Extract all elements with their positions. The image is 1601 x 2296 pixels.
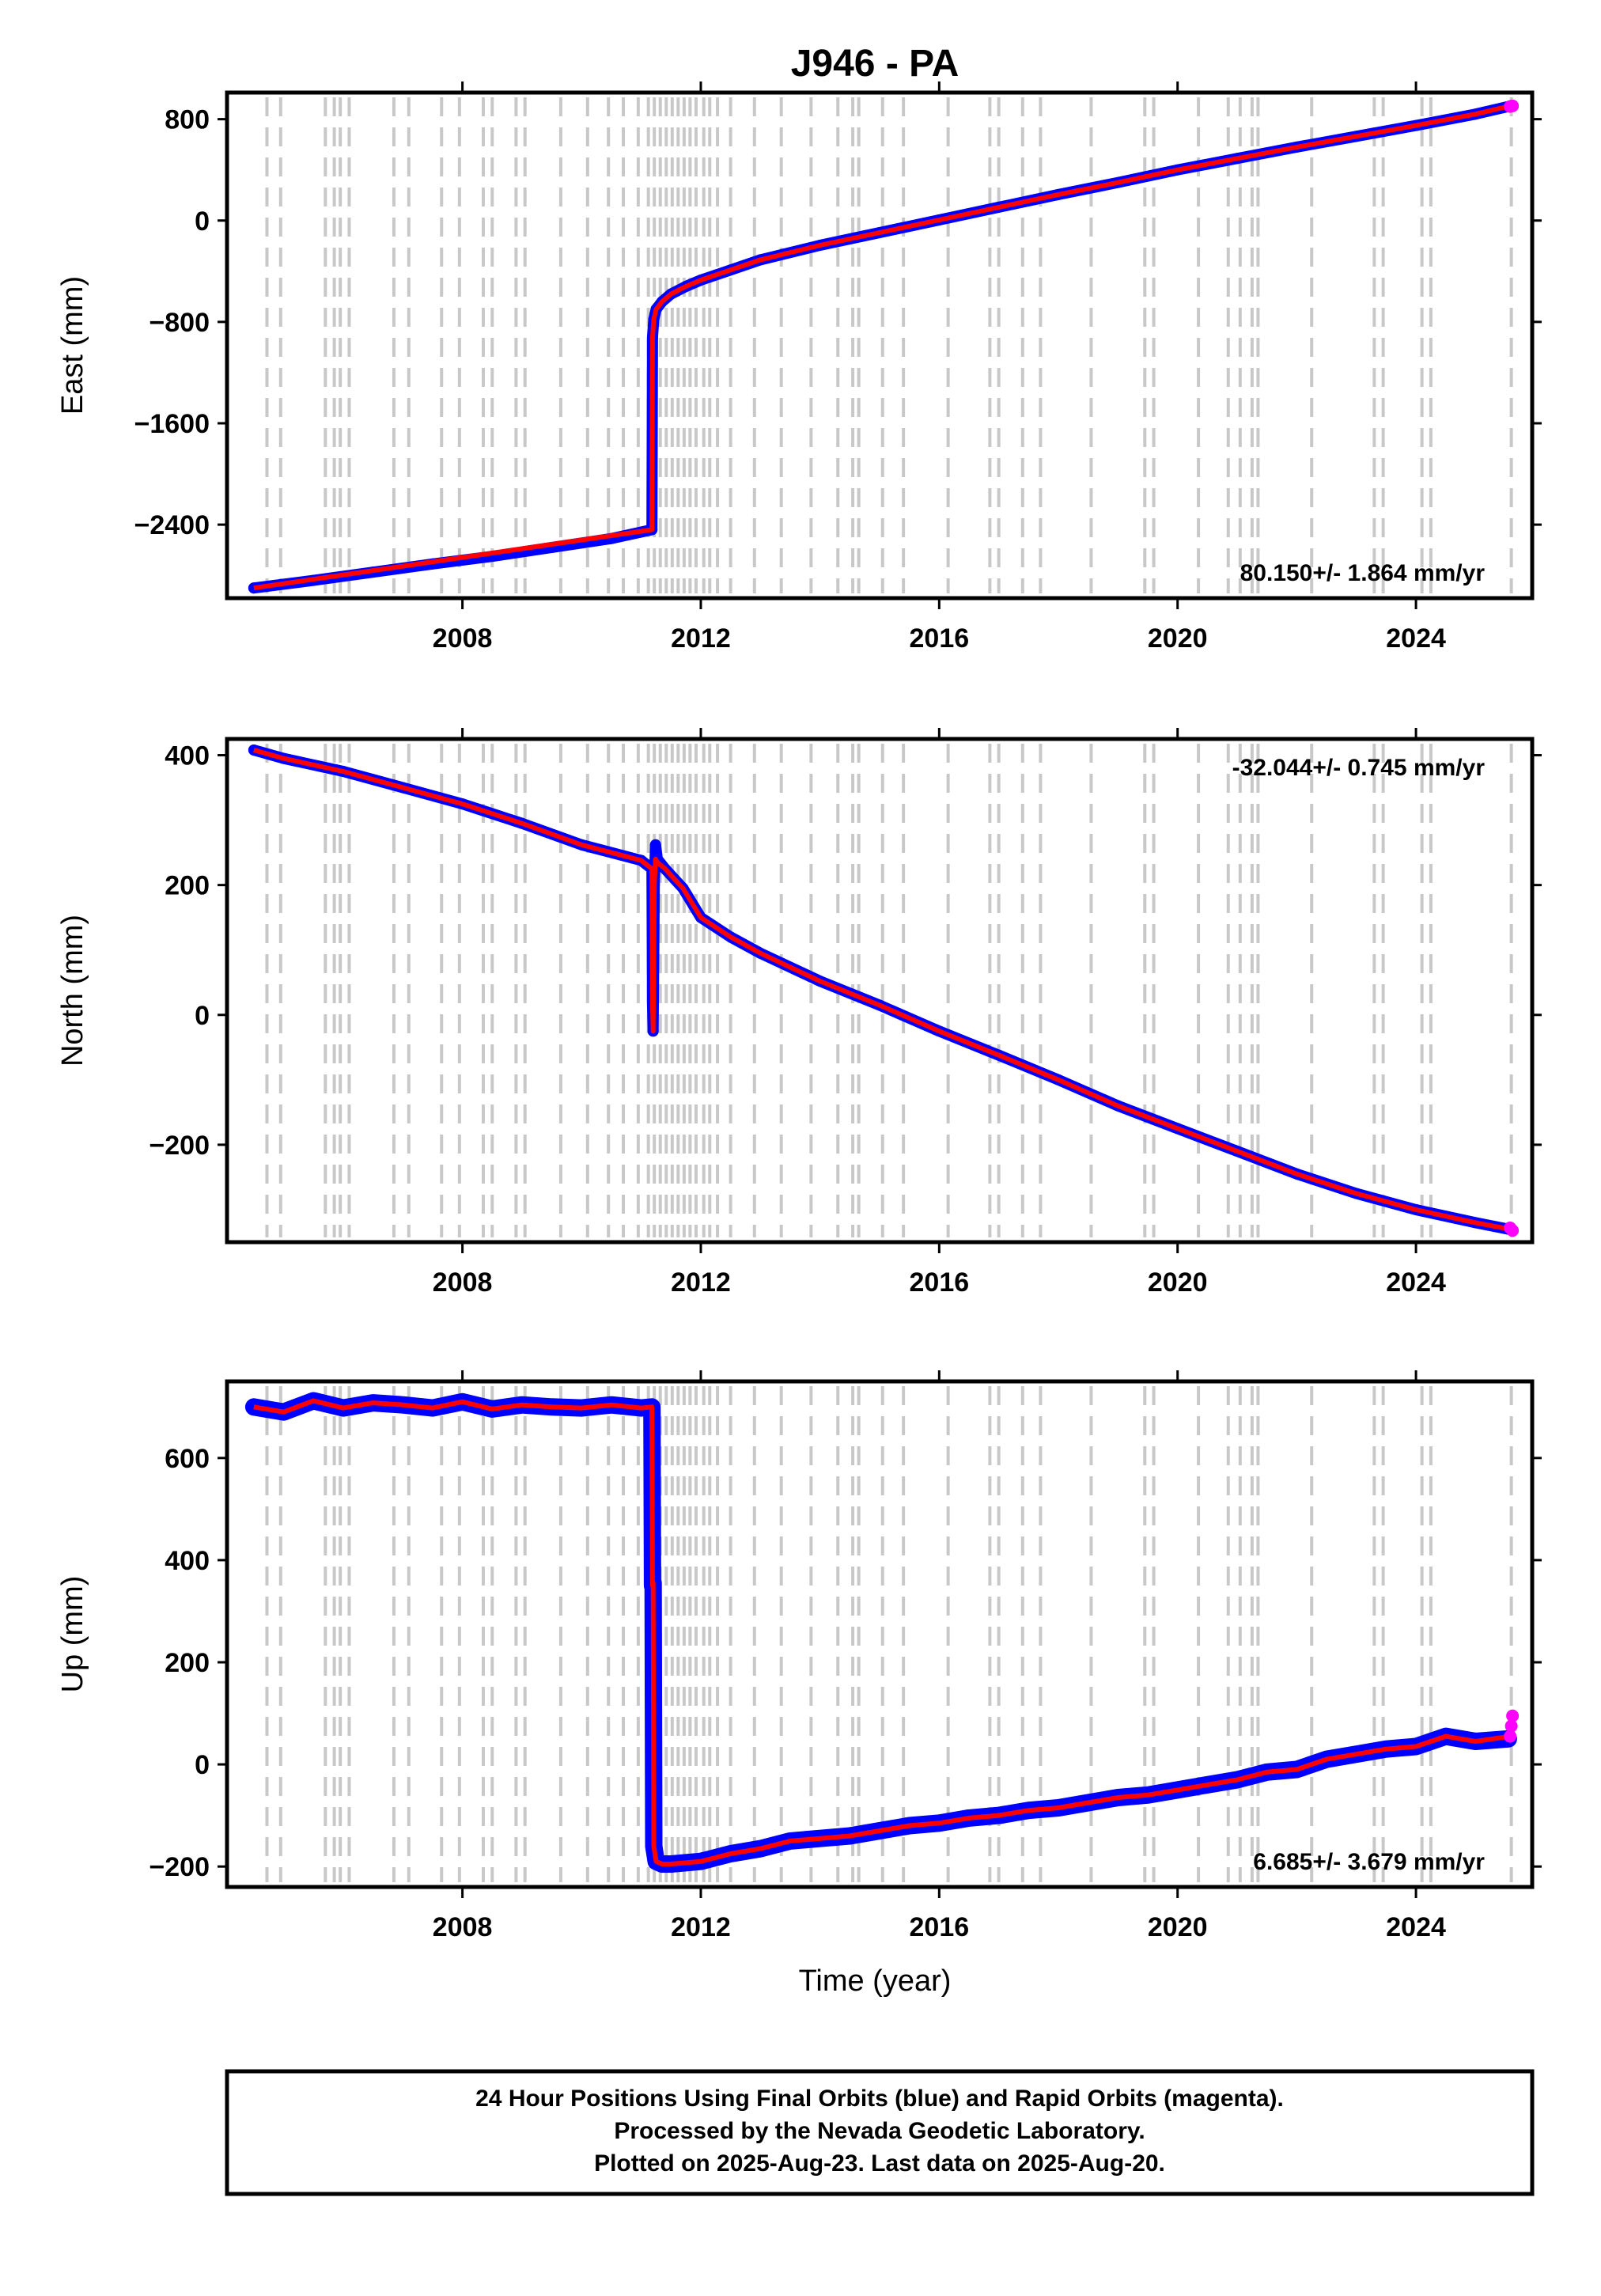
up-y-tick-label: 400 xyxy=(165,1546,210,1576)
east-x-tick-label: 2024 xyxy=(1386,623,1446,654)
caption-box: 24 Hour Positions Using Final Orbits (bl… xyxy=(225,2069,1535,2196)
north-x-tick-label: 2020 xyxy=(1148,1267,1208,1298)
up-plot-frame xyxy=(225,1379,1535,1889)
up-rapid-orbits-point xyxy=(1504,1719,1518,1733)
up-rapid-orbits-point xyxy=(1506,1709,1520,1722)
chart-title: J946 - PA xyxy=(791,43,959,85)
east-x-tick-label: 2020 xyxy=(1148,623,1208,654)
north-fit-line xyxy=(253,748,1511,1232)
north-y-axis-title: North (mm) xyxy=(56,915,89,1067)
north-x-tick-label: 2024 xyxy=(1386,1267,1446,1298)
east-plot-frame xyxy=(225,90,1535,601)
up-y-axis-title: Up (mm) xyxy=(56,1576,89,1693)
east-y-tick-label: 800 xyxy=(165,105,210,135)
up-x-tick-label: 2024 xyxy=(1386,1912,1446,1942)
up-panel: 600 400 200 0 −200 2008 2012 2016 2020 2024 Up (mm… xyxy=(56,1370,1542,1942)
caption-line-3: Plotted on 2025-Aug-23. Last data on 202… xyxy=(594,2150,1165,2177)
east-panel: 800 0 −800 −1600 −2400 2008 2012 2016 2020 2024 Ea… xyxy=(56,81,1542,654)
up-y-tick-label: 200 xyxy=(165,1648,210,1678)
north-panel: 400 200 0 −200 2008 2012 2016 2020 2024 North (mm… xyxy=(56,728,1542,1298)
caption-line-1: 24 Hour Positions Using Final Orbits (bl… xyxy=(475,2086,1284,2112)
north-y-tick-label: −200 xyxy=(149,1131,210,1161)
north-y-tick-label: 400 xyxy=(165,741,210,771)
north-x-tick-label: 2008 xyxy=(433,1267,493,1298)
north-final-orbits-point xyxy=(649,839,661,851)
up-x-tick-label: 2020 xyxy=(1148,1912,1208,1942)
up-rate-label: 6.685+/- 3.679 mm/yr xyxy=(1253,1849,1485,1875)
east-x-tick-label: 2008 xyxy=(433,623,493,654)
east-rate-label: 80.150+/- 1.864 mm/yr xyxy=(1240,560,1486,586)
east-y-tick-label: 0 xyxy=(195,206,210,237)
up-rapid-orbits-point xyxy=(1504,1730,1517,1743)
up-y-tick-label: 0 xyxy=(195,1750,210,1780)
caption-frame xyxy=(225,2069,1535,2196)
caption-line-2: Processed by the Nevada Geodetic Laborat… xyxy=(614,2118,1145,2144)
east-y-tick-label: −1600 xyxy=(134,409,210,439)
up-y-tick-label: −200 xyxy=(149,1852,210,1882)
up-x-tick-label: 2012 xyxy=(671,1912,731,1942)
east-x-tick-label: 2016 xyxy=(910,623,970,654)
north-rate-label: -32.044+/- 0.745 mm/yr xyxy=(1232,755,1486,781)
east-x-tick-label: 2012 xyxy=(671,623,731,654)
up-y-tick-label: 600 xyxy=(165,1444,210,1474)
north-x-tick-label: 2016 xyxy=(910,1267,970,1298)
east-rapid-orbits-point xyxy=(1506,99,1520,112)
east-fit-line xyxy=(253,103,1511,591)
north-y-tick-label: 0 xyxy=(195,1001,210,1031)
north-plot-frame xyxy=(225,737,1535,1245)
north-rapid-orbits-point xyxy=(1506,1224,1520,1237)
north-x-tick-label: 2012 xyxy=(671,1267,731,1298)
up-fit-line xyxy=(253,1398,1511,1866)
east-y-tick-label: −2400 xyxy=(134,510,210,540)
up-x-tick-label: 2008 xyxy=(433,1912,493,1942)
x-axis-title: Time (year) xyxy=(799,1964,952,1998)
east-y-tick-label: −800 xyxy=(149,308,210,338)
up-x-tick-label: 2016 xyxy=(910,1912,970,1942)
east-y-axis-title: East (mm) xyxy=(56,276,89,415)
north-y-tick-label: 200 xyxy=(165,871,210,901)
